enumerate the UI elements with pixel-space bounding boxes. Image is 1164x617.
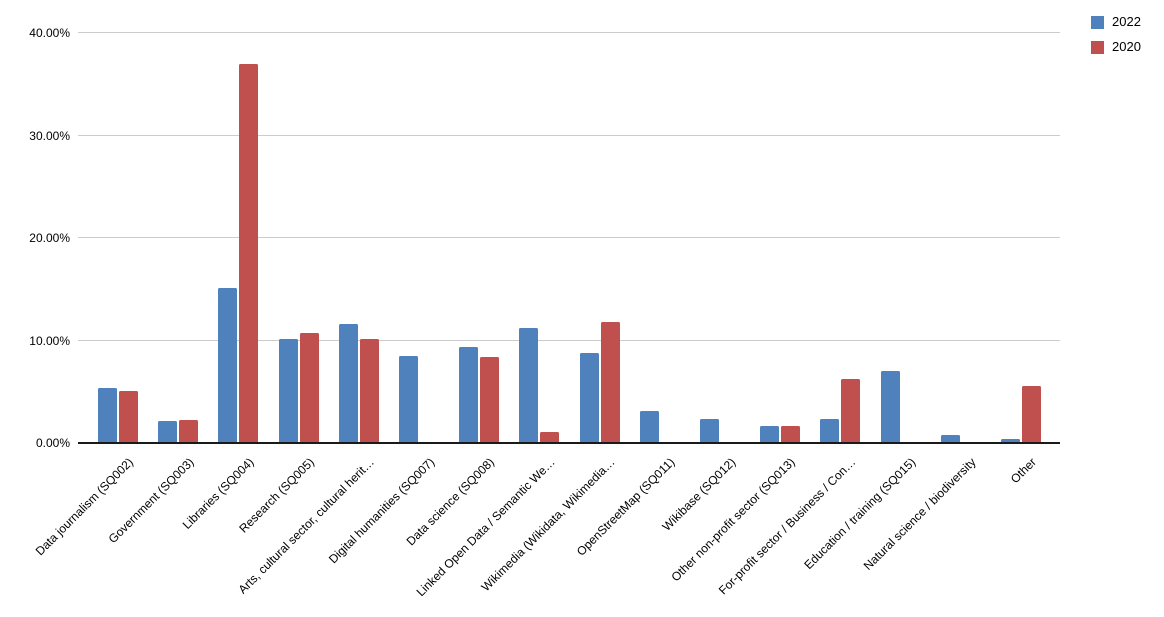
- legend-swatch-icon: [1091, 15, 1104, 29]
- legend-label: 2020: [1112, 39, 1141, 54]
- bar-2020: [1021, 385, 1041, 443]
- bar-group: [750, 33, 810, 443]
- bar-group: [389, 33, 449, 443]
- y-axis: 0.00% 10.00% 20.00% 30.00% 40.00%: [0, 26, 70, 450]
- plot-area: [78, 32, 1060, 444]
- x-tick-label: Other: [1007, 455, 1039, 487]
- bar-group: [148, 33, 208, 443]
- bar-2020: [540, 431, 560, 443]
- bar-group: [449, 33, 509, 443]
- y-tick-label: 10.00%: [29, 333, 70, 348]
- bar-group: [810, 33, 870, 443]
- x-tick-label: OpenStreetMap (SQ011): [574, 455, 678, 559]
- bar-group: [870, 33, 930, 443]
- bar-group: [630, 33, 690, 443]
- bar-group: [991, 33, 1051, 443]
- bar-2022: [699, 419, 719, 443]
- bar-2022: [820, 419, 840, 443]
- legend: 2022 2020: [1091, 15, 1141, 65]
- bar-group: [931, 33, 991, 443]
- bar-2022: [1000, 438, 1020, 443]
- y-tick-label: 20.00%: [29, 231, 70, 245]
- gridline-20: [78, 237, 1060, 238]
- bar-2020: [600, 322, 620, 443]
- bar-2020: [179, 420, 199, 443]
- bar-group: [208, 33, 268, 443]
- x-axis-line: [78, 442, 1060, 444]
- bar-2022: [338, 324, 358, 443]
- x-axis: Data journalism (SQ002) Government (SQ003…: [33, 449, 1060, 614]
- bar-2022: [760, 425, 780, 443]
- bar-2020: [480, 356, 500, 443]
- bar-2020: [119, 390, 139, 443]
- gridline-10: [78, 339, 1060, 341]
- y-tick-label: 30.00%: [29, 128, 70, 143]
- bar-group: [570, 33, 630, 443]
- bar-2022: [880, 371, 900, 443]
- bar-2022: [218, 288, 238, 443]
- bar-2022: [519, 328, 539, 443]
- bar-2022: [158, 421, 178, 443]
- x-tick-label: Natural science / biodiversity: [860, 455, 979, 573]
- bar-2022: [940, 434, 960, 443]
- bar-2022: [399, 355, 419, 443]
- gridline-30: [78, 134, 1060, 136]
- bar-2020: [359, 339, 379, 443]
- bar-2022: [278, 339, 298, 443]
- bar-2020: [781, 425, 801, 443]
- bar-group: [269, 33, 329, 443]
- bar-2022: [639, 411, 659, 443]
- bar-group: [509, 33, 569, 443]
- legend-item-2020: 2020: [1091, 40, 1141, 54]
- x-tick-label: Other non-profit sector (SQ013): [668, 455, 799, 585]
- x-tick-label: Education / training (SQ015): [801, 455, 919, 572]
- bar-2020: [299, 333, 319, 443]
- legend-item-2022: 2022: [1091, 15, 1141, 29]
- legend-label: 2022: [1112, 14, 1141, 29]
- x-tick-label: Digital humanities (SQ007): [325, 455, 437, 567]
- gridline-40: [78, 32, 1060, 33]
- x-tick-label: Data journalism (SQ002): [32, 455, 136, 559]
- y-tick-label: 40.00%: [29, 26, 70, 40]
- bar-2020: [239, 63, 259, 443]
- bar-groups: [78, 33, 1060, 443]
- y-tick-label: 0.00%: [35, 436, 70, 450]
- bar-2022: [579, 352, 599, 443]
- bar-2020: [841, 379, 861, 443]
- bar-group: [690, 33, 750, 443]
- bar-2022: [98, 387, 118, 443]
- bar-group: [88, 33, 148, 443]
- bar-group: [329, 33, 389, 443]
- bar-2022: [459, 346, 479, 443]
- legend-swatch-icon: [1091, 40, 1104, 54]
